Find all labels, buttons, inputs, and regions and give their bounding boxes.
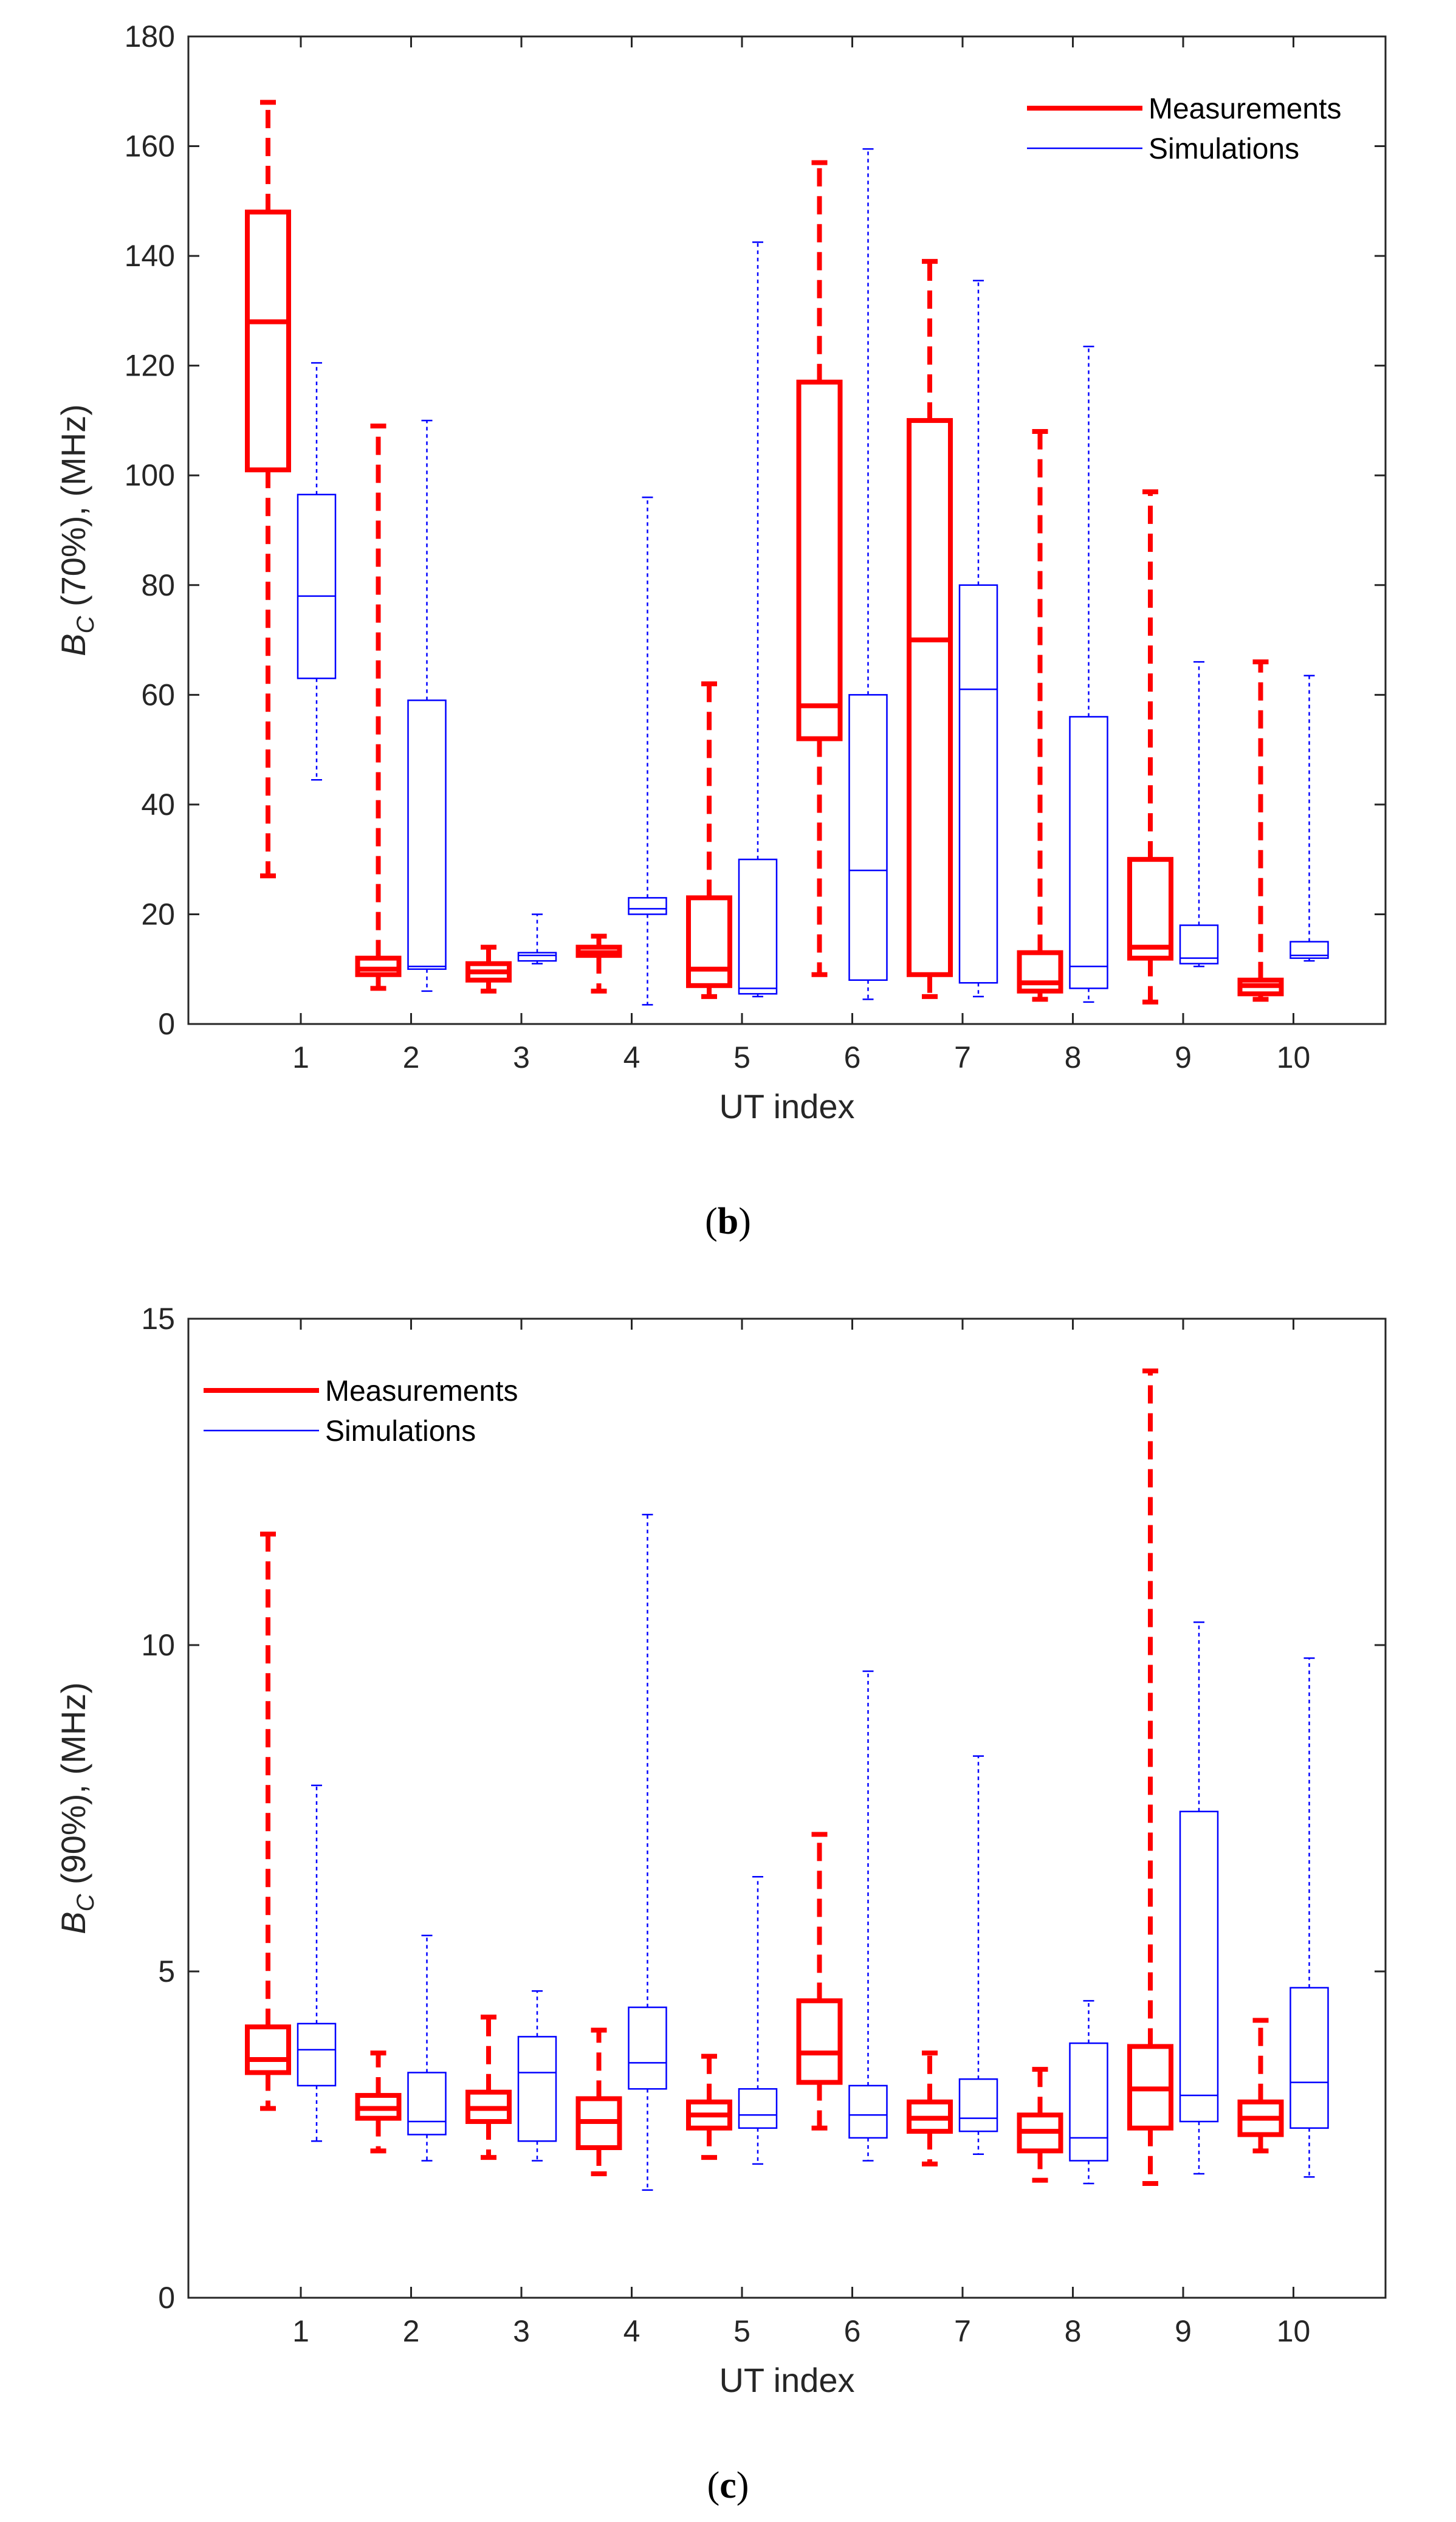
sim-box-1-iqr	[297, 493, 337, 679]
sim-box-3-iqr	[517, 952, 557, 962]
y-tick-label: 100	[125, 458, 175, 492]
meas-box-7-iqr	[907, 417, 953, 977]
y-tick-label: 180	[125, 19, 175, 53]
sim-box-4-iqr	[628, 2006, 667, 2090]
x-tick-label: 5	[733, 1040, 750, 1074]
sim-box-9-iqr	[1179, 1810, 1219, 2123]
x-axis-label: UT index	[719, 2361, 854, 2399]
x-tick-label: 7	[954, 2314, 971, 2348]
y-tick-label: 160	[125, 129, 175, 163]
sim-box-9-iqr	[1179, 924, 1219, 964]
sim-box-1-iqr	[297, 2022, 337, 2087]
sim-box-3-iqr	[517, 2036, 557, 2142]
sim-box-8-iqr	[1069, 2042, 1108, 2162]
meas-box-2-iqr	[355, 955, 402, 977]
y-tick-label: 120	[125, 349, 175, 383]
x-tick-label: 9	[1175, 1040, 1192, 1074]
x-tick-label: 1	[292, 2314, 309, 2348]
meas-box-5-iqr	[686, 895, 732, 988]
legend-measurements-label: Measurements	[325, 1375, 518, 1407]
meas-box-1-iqr	[245, 2024, 291, 2075]
y-tick-label: 5	[158, 1954, 175, 1988]
sim-box-7-iqr	[958, 584, 998, 984]
sim-box-10-iqr	[1289, 941, 1329, 959]
y-tick-label: 0	[158, 1007, 175, 1041]
meas-box-8-iqr	[1017, 950, 1063, 994]
y-tick-label: 0	[158, 2281, 175, 2315]
y-tick-label: 60	[141, 678, 175, 712]
x-tick-label: 2	[403, 1040, 420, 1074]
x-tick-label: 8	[1065, 2314, 1082, 2348]
meas-box-6-iqr	[796, 1998, 843, 2085]
panel-b: 0 20 40 60 80 100 120 140 160 180 1 2 3 4 5 6 7 8 9 10 UT in…	[54, 19, 1387, 1125]
x-tick-label: 8	[1065, 1040, 1082, 1074]
plot-frame	[187, 1318, 1387, 2299]
sim-box-4-iqr	[628, 897, 667, 915]
sim-box-2-iqr	[407, 699, 447, 970]
x-tick-label: 10	[1277, 2314, 1311, 2348]
y-tick-label: 40	[141, 788, 175, 822]
sim-box-5-iqr	[738, 2088, 778, 2129]
sim-box-8-iqr	[1069, 716, 1108, 989]
legend-simulations-label: Simulations	[1149, 133, 1299, 165]
x-tick-label: 4	[623, 1040, 640, 1074]
x-tick-label: 7	[954, 1040, 971, 1074]
sim-box-6-iqr	[848, 694, 888, 981]
meas-box-1-iqr	[245, 209, 291, 473]
x-axis-label: UT index	[719, 1087, 854, 1125]
sim-box-6-iqr	[848, 2084, 888, 2139]
meas-box-9-iqr	[1127, 857, 1173, 961]
plot-frame	[187, 35, 1387, 1025]
sim-box-2-iqr	[407, 2072, 447, 2135]
y-tick-label: 80	[141, 568, 175, 602]
x-tick-label: 6	[844, 2314, 861, 2348]
x-tick-label: 9	[1175, 2314, 1192, 2348]
legend-simulations-label: Simulations	[325, 1415, 476, 1448]
x-tick-label: 5	[733, 2314, 750, 2348]
x-tick-label: 3	[513, 2314, 530, 2348]
legend: Measurements Simulations	[204, 1375, 518, 1448]
y-axis-label: BC (70%), (MHz)	[54, 404, 99, 656]
sim-box-7-iqr	[958, 2078, 998, 2132]
y-tick-label: 140	[125, 239, 175, 273]
panel-c: 0 5 10 15 1 2 3 4 5 6 7 8 9 10 UT index BC (90%), (MHz)…	[54, 1302, 1387, 2399]
y-axis-label: BC (90%), (MHz)	[54, 1682, 99, 1934]
x-tick-label: 10	[1277, 1040, 1311, 1074]
x-tick-label: 1	[292, 1040, 309, 1074]
legend-measurements-label: Measurements	[1149, 93, 1341, 125]
x-tick-label: 2	[403, 2314, 420, 2348]
meas-box-6-iqr	[796, 379, 843, 741]
x-tick-label: 6	[844, 1040, 861, 1074]
y-tick-label: 15	[141, 1302, 175, 1336]
legend: Measurements Simulations	[1027, 93, 1341, 165]
sim-box-5-iqr	[738, 858, 778, 995]
sim-box-10-iqr	[1289, 1987, 1329, 2129]
panel-b-caption: (b)	[705, 1201, 751, 1242]
y-tick-label: 20	[141, 897, 175, 931]
x-tick-label: 4	[623, 2314, 640, 2348]
x-tick-label: 3	[513, 1040, 530, 1074]
y-tick-label: 10	[141, 1628, 175, 1662]
panel-c-caption: (c)	[707, 2465, 749, 2506]
